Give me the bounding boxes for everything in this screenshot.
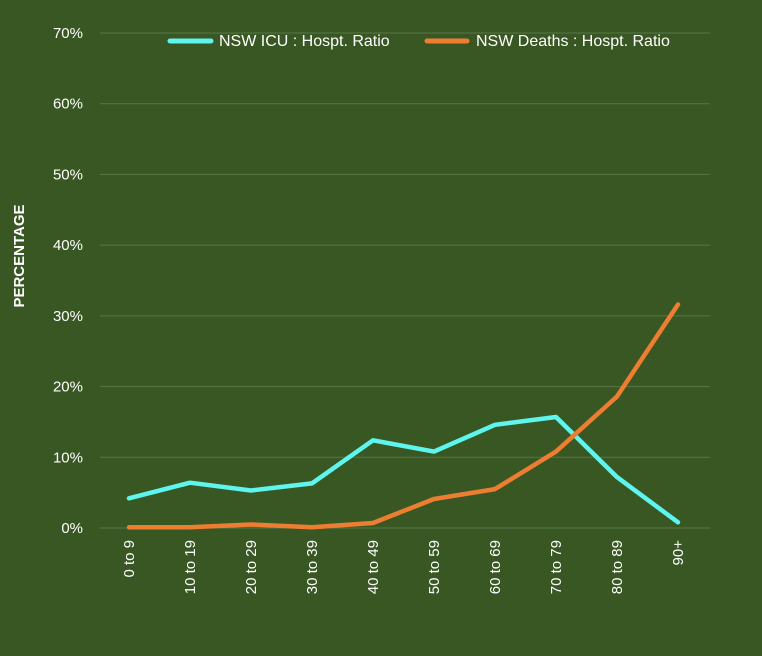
x-tick-label: 90+ — [670, 540, 687, 566]
y-tick-label: 50% — [53, 166, 83, 183]
x-tick-label: 50 to 59 — [426, 540, 443, 594]
x-tick-label: 10 to 19 — [182, 540, 199, 594]
x-tick-label: 20 to 29 — [243, 540, 260, 594]
y-axis-ticks: 0% 10% 20% 30% 40% 50% 60% 70% — [53, 25, 83, 537]
y-tick-label: 60% — [53, 96, 83, 113]
legend-entry-icu: NSW ICU : Hospt. Ratio — [167, 33, 390, 50]
x-tick-label: 60 to 69 — [487, 540, 504, 594]
y-tick-label: 70% — [53, 25, 83, 42]
legend-entry-deaths: NSW Deaths : Hospt. Ratio — [424, 33, 670, 50]
y-tick-label: 30% — [53, 308, 83, 325]
gridlines — [100, 32, 710, 529]
x-tick-label: 30 to 39 — [304, 540, 321, 594]
series-line-deaths — [126, 302, 681, 530]
y-tick-label: 20% — [53, 379, 83, 396]
x-tick-label: 0 to 9 — [121, 540, 138, 578]
y-axis-label: PERCENTAGE — [11, 204, 28, 307]
series-line-icu — [126, 414, 681, 525]
x-tick-label: 40 to 49 — [365, 540, 382, 594]
legend-label-icu: NSW ICU : Hospt. Ratio — [219, 33, 390, 50]
y-tick-label: 10% — [53, 449, 83, 466]
x-axis-ticks: 0 to 9 10 to 19 20 to 29 30 to 39 40 to 49 50… — [121, 540, 687, 594]
legend: NSW ICU : Hospt. Ratio NSW Deaths : Hosp… — [167, 33, 670, 50]
x-tick-label: 70 to 79 — [548, 540, 565, 594]
x-tick-label: 80 to 89 — [609, 540, 626, 594]
y-tick-label: 0% — [61, 520, 83, 537]
y-tick-label: 40% — [53, 237, 83, 254]
series-lines — [126, 302, 681, 530]
legend-label-deaths: NSW Deaths : Hospt. Ratio — [476, 33, 670, 50]
